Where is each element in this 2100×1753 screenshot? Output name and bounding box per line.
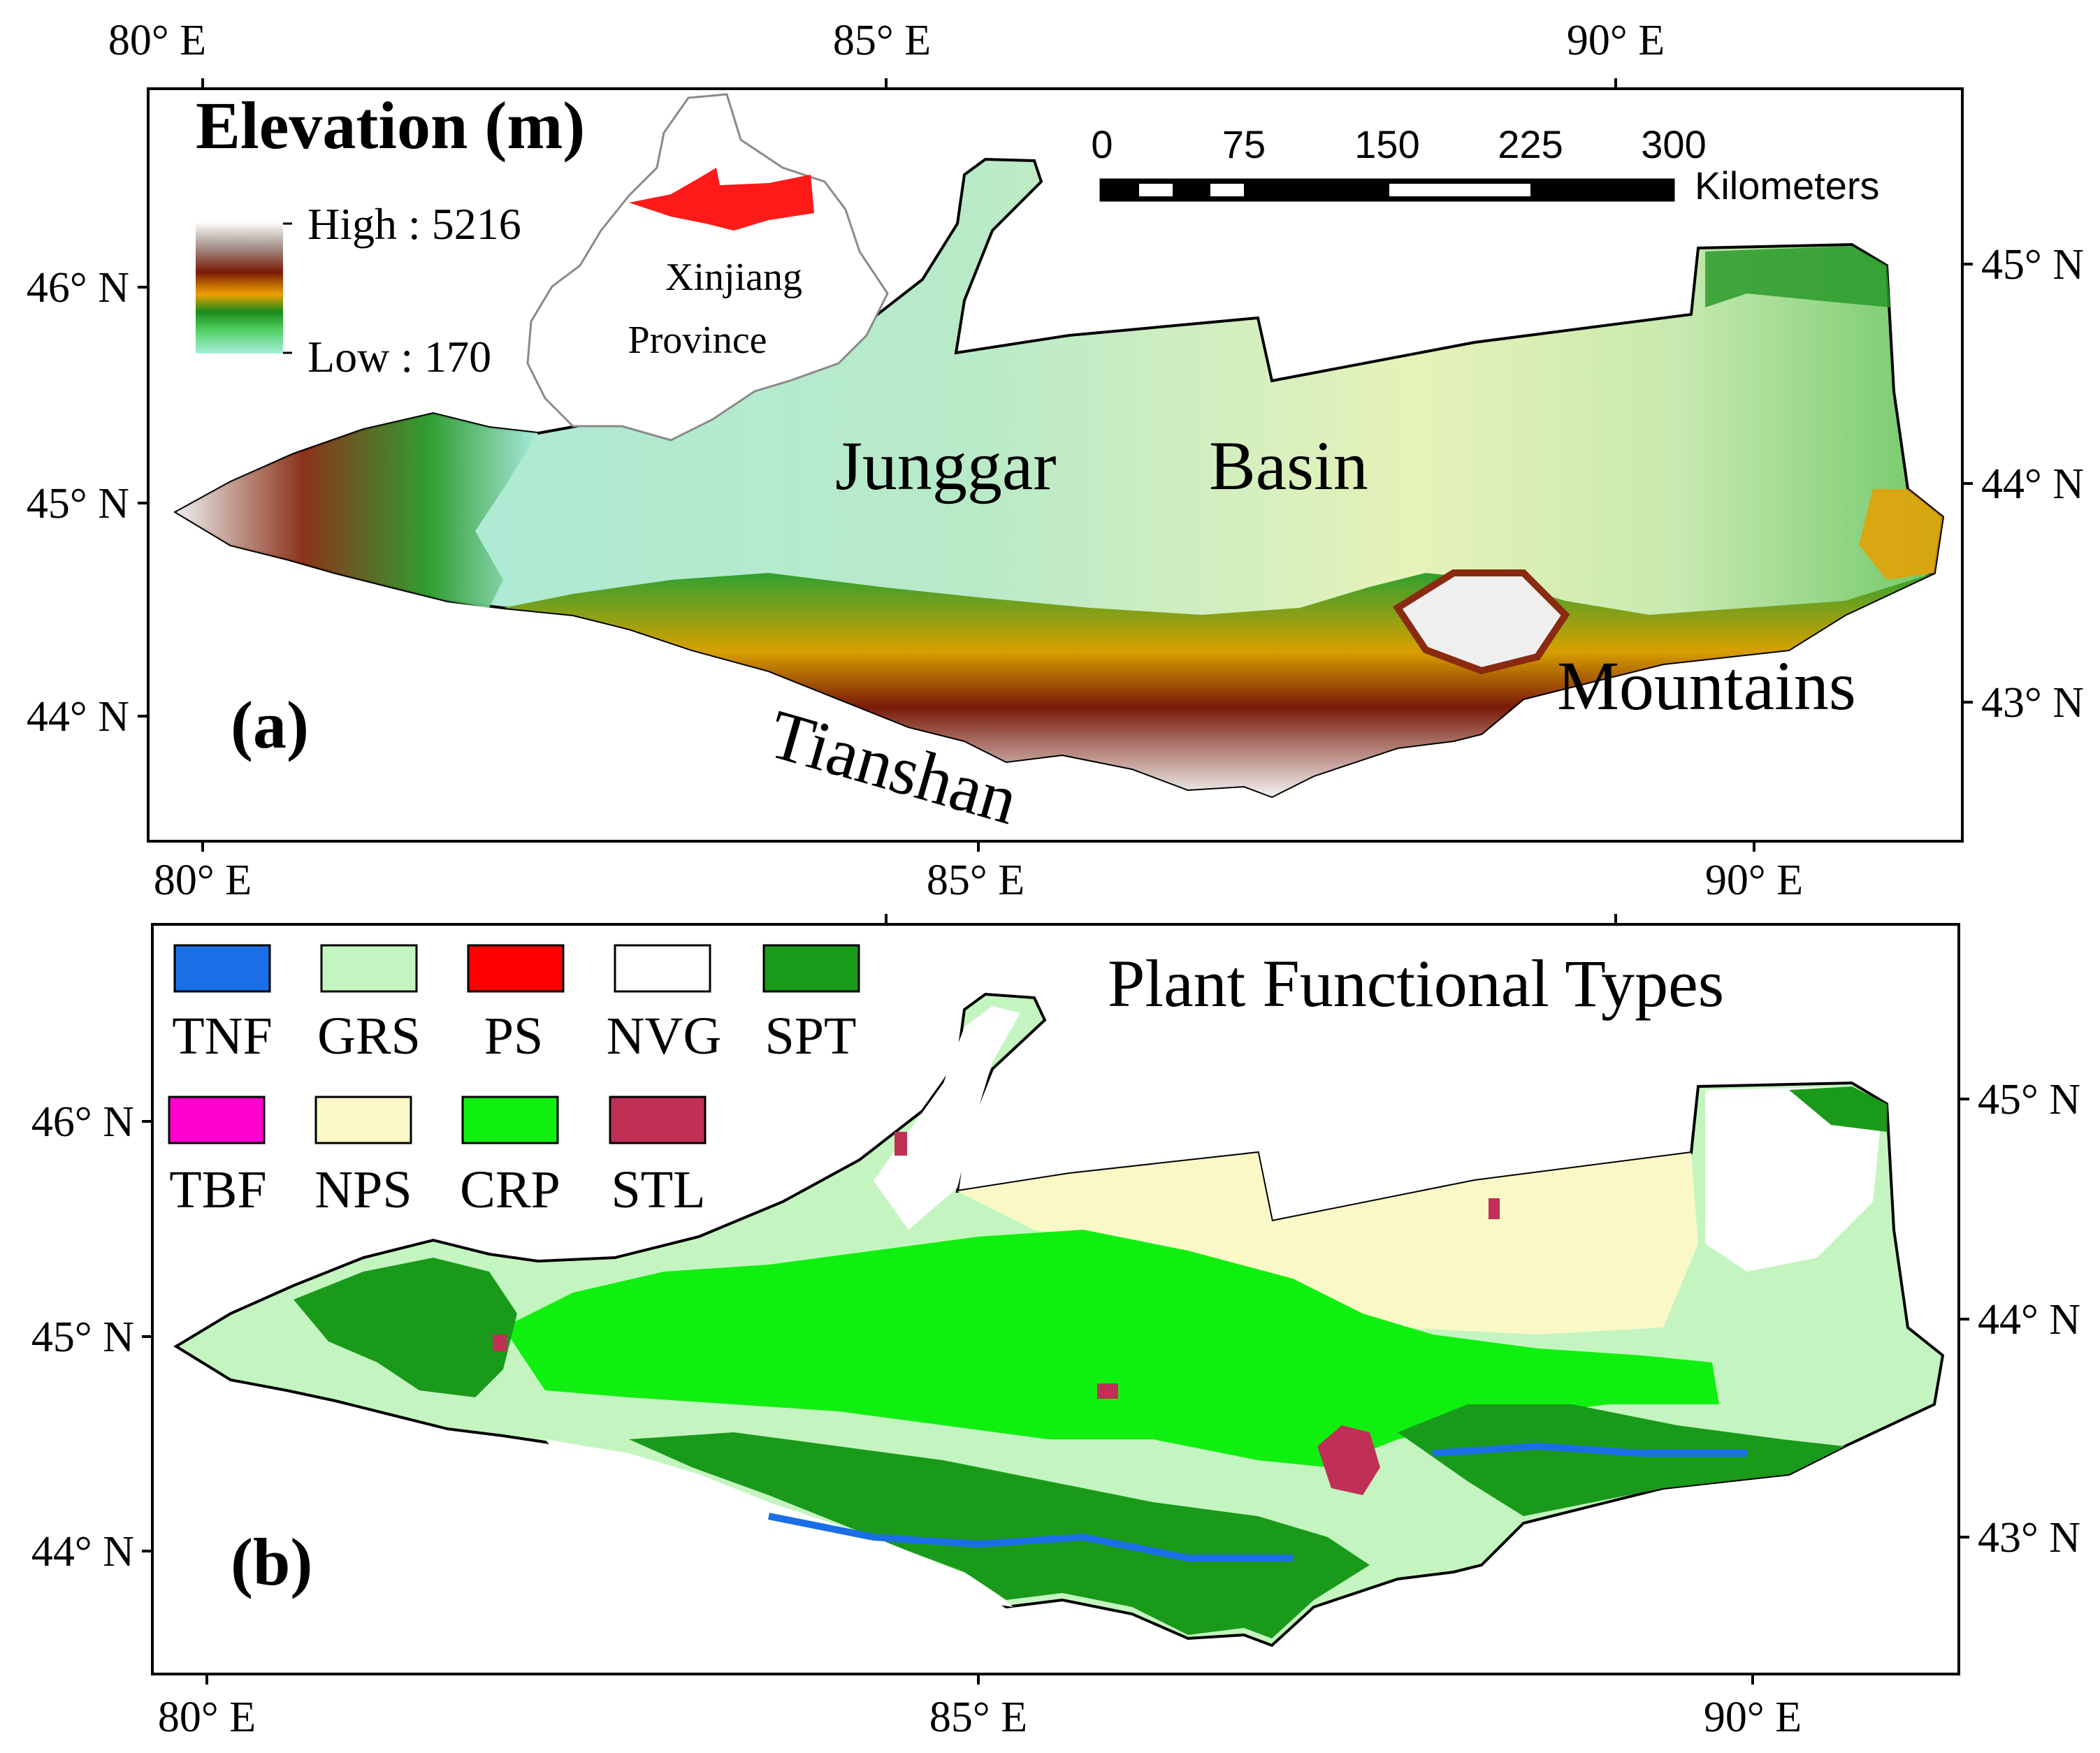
lat-left-46: 46° N	[27, 264, 129, 312]
pft-tnf-forest	[768, 1442, 1747, 1562]
legend-label-nvg: NVG	[607, 1007, 722, 1065]
legend-label-nps: NPS	[314, 1161, 412, 1219]
legend-swatch-spt	[762, 944, 860, 993]
lon-bottom-85: 85° E	[927, 857, 1024, 904]
legend-label-grs: GRS	[317, 1007, 421, 1065]
pft-stl-urumqi	[1317, 1425, 1380, 1495]
northeast-mountains	[1705, 246, 1890, 307]
scale-tick-75: 75	[1222, 122, 1266, 166]
lon-b-bottom-85: 85° E	[929, 1694, 1027, 1741]
legend-swatch-tnf	[173, 944, 271, 993]
panel-a-map: Xinjiang Province Elevation (m) High : 5…	[27, 17, 2084, 904]
panel-b-lat-right-labels: 45° N 44° N 43° N	[1978, 1076, 2080, 1562]
panel-b-lat-left-labels: 46° N 45° N 44° N	[31, 1098, 134, 1576]
scale-tick-150: 150	[1354, 122, 1419, 166]
pft-spt-east	[1398, 1404, 1845, 1516]
pft-stl-patch-2	[493, 1334, 507, 1351]
legend-high-label: High : 5216	[307, 199, 521, 249]
panel-a-label: (a)	[231, 688, 309, 762]
lat-left-44: 44° N	[27, 693, 129, 741]
panel-b-ticks	[142, 914, 1969, 1685]
panel-b-lon-bottom-labels: 80° E 85° E 90° E	[158, 1694, 1802, 1741]
lat-b-right-43: 43° N	[1978, 1514, 2080, 1562]
panel-b-title: Plant Functional Types	[1108, 946, 1724, 1021]
lon-bottom-80: 80° E	[154, 857, 252, 904]
west-mountains	[176, 414, 538, 608]
tianshan-mountains	[503, 573, 1934, 797]
panel-a-lat-left-labels: 46° N 45° N 44° N	[27, 264, 129, 741]
lat-right-43: 43° N	[1981, 679, 2084, 727]
label-junggar: Junggar	[835, 427, 1057, 504]
scale-bar: 0 75 150 225 300 Kilometers	[1091, 122, 1879, 208]
scale-bar-outline	[1099, 178, 1675, 202]
lon-bottom-90: 90° E	[1705, 857, 1803, 904]
pft-legend: TNF GRS PS NVG SPT TBF NPS CRP STL	[168, 944, 860, 1219]
scale-tick-0: 0	[1091, 122, 1113, 166]
legend-label-tnf: TNF	[172, 1007, 273, 1065]
legend-swatch-grs	[320, 944, 418, 993]
panel-b-label: (b)	[231, 1525, 312, 1599]
legend-label-tbf: TBF	[169, 1161, 266, 1219]
scale-tick-300: 300	[1641, 122, 1706, 166]
study-area-highlight	[629, 168, 814, 231]
scale-tick-225: 225	[1498, 122, 1563, 166]
eastern-edge	[1859, 489, 1943, 580]
pft-spt-northeast	[1789, 1086, 1887, 1132]
label-basin: Basin	[1209, 427, 1368, 504]
scale-bar-seg-white-1	[1139, 184, 1173, 196]
panel-b-map: TNF GRS PS NVG SPT TBF NPS CRP STL Plant…	[31, 914, 2080, 1741]
pft-crp-area	[503, 1230, 1719, 1467]
inset-label-1: Xinjiang	[665, 256, 802, 299]
legend-low-label: Low : 170	[307, 332, 491, 381]
legend-swatch-stl	[609, 1096, 707, 1144]
lat-right-44: 44° N	[1981, 460, 2084, 508]
east-mountains	[1392, 569, 1570, 675]
label-mountains: Mountains	[1557, 647, 1856, 725]
pft-nvg-peninsula	[874, 1006, 1020, 1230]
pft-spt-south	[629, 1432, 1370, 1638]
lat-b-left-46: 46° N	[31, 1098, 134, 1146]
legend-label-stl: STL	[611, 1161, 705, 1219]
lon-top-80: 80° E	[108, 17, 206, 64]
legend-label-crp: CRP	[460, 1161, 560, 1219]
lat-right-45: 45° N	[1981, 241, 2084, 289]
inset-label-2: Province	[628, 319, 767, 362]
lat-b-right-45: 45° N	[1978, 1076, 2080, 1123]
scale-bar-seg-white-2	[1210, 184, 1244, 196]
pft-stl-patch-4	[895, 1132, 907, 1156]
inset-xinjiang: Xinjiang Province	[526, 93, 889, 442]
panel-a-lat-right-labels: 45° N 44° N 43° N	[1981, 241, 2084, 727]
lon-b-bottom-90: 90° E	[1704, 1694, 1802, 1741]
pft-nps-area	[957, 1153, 1698, 1348]
legend-label-spt: SPT	[765, 1007, 857, 1065]
lon-top-90: 90° E	[1567, 17, 1665, 64]
elevation-colorbar	[196, 222, 283, 354]
panel-a-lon-top-labels: 80° E 85° E 90° E	[108, 17, 1665, 64]
pft-nvg-south	[545, 1439, 1013, 1607]
panel-a-title: Elevation (m)	[196, 88, 585, 163]
lon-b-bottom-80: 80° E	[158, 1694, 256, 1741]
lon-top-85: 85° E	[833, 17, 931, 64]
legend-swatch-nvg	[614, 944, 711, 993]
legend-swatch-crp	[461, 1096, 559, 1144]
legend-label-ps: PS	[484, 1007, 544, 1065]
lat-b-right-44: 44° N	[1978, 1296, 2080, 1344]
pft-stl-patch-3	[1489, 1198, 1500, 1219]
lat-left-45: 45° N	[27, 480, 129, 528]
scale-bar-seg-white-3	[1389, 184, 1530, 196]
legend-swatch-ps	[467, 944, 565, 993]
pft-spt-west	[294, 1258, 517, 1397]
pft-nvg-northeast	[1705, 1086, 1880, 1272]
legend-swatch-nps	[314, 1096, 412, 1144]
panel-a-ticks	[138, 78, 1973, 852]
panel-a-lon-bottom-labels: 80° E 85° E 90° E	[154, 857, 1803, 904]
lat-b-left-45: 45° N	[31, 1314, 134, 1361]
pft-stl-patch-1	[1097, 1383, 1118, 1399]
scale-unit: Kilometers	[1695, 163, 1880, 208]
lat-b-left-44: 44° N	[31, 1528, 134, 1576]
legend-swatch-tbf	[168, 1096, 266, 1144]
